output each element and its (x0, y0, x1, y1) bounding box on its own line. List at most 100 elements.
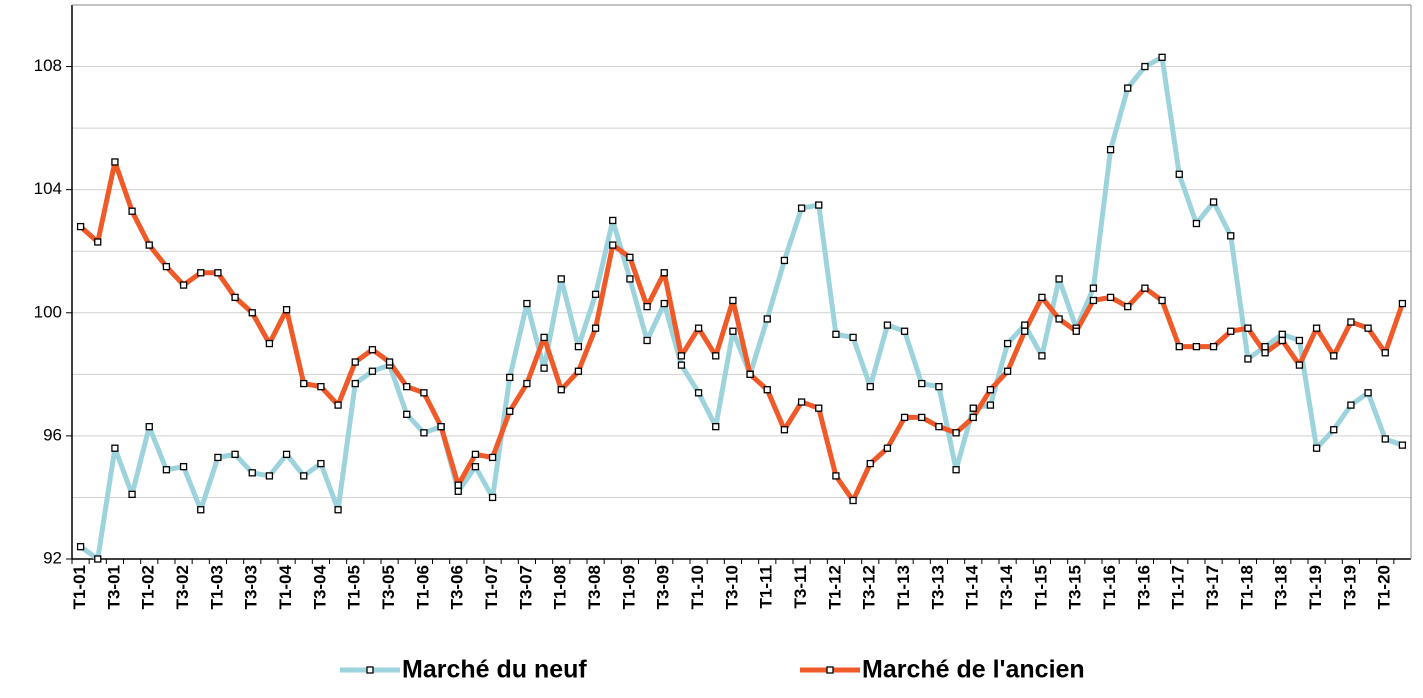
point-marker (557, 275, 565, 283)
point-marker (317, 459, 325, 468)
point-marker (1072, 327, 1080, 335)
x-tick-label: T1-14 (963, 564, 982, 609)
x-tick-label: T3-19 (1340, 565, 1359, 609)
point-marker (1261, 349, 1269, 357)
legend-label: Marché de l'ancien (862, 656, 1085, 684)
legend-marker (366, 666, 374, 674)
point-marker (420, 429, 428, 437)
point-marker (986, 386, 995, 394)
point-marker (1261, 342, 1269, 351)
point-marker (883, 444, 892, 452)
point-marker (523, 299, 531, 308)
point-marker (763, 386, 771, 394)
point-marker (815, 404, 823, 412)
point-marker (214, 453, 222, 462)
point-marker (403, 382, 411, 391)
point-marker (1021, 327, 1029, 335)
x-tick-label: T1-13 (894, 565, 913, 609)
point-marker (1209, 342, 1218, 351)
point-marker (265, 339, 274, 348)
point-marker (1089, 284, 1098, 292)
point-marker (1192, 342, 1201, 351)
point-marker (248, 309, 256, 317)
point-marker (883, 321, 892, 329)
point-marker (231, 293, 239, 302)
point-marker (591, 290, 600, 298)
point-marker (1124, 84, 1132, 92)
point-marker (471, 463, 480, 471)
point-marker (1055, 275, 1063, 283)
point-marker (1038, 352, 1046, 360)
point-marker (1278, 330, 1286, 338)
x-tick-label: T1-04 (276, 564, 295, 609)
point-marker (231, 450, 239, 459)
point-marker (986, 401, 995, 409)
point-marker (677, 352, 686, 360)
x-tick-label: T3-01 (104, 565, 123, 609)
x-tick-label: T1-19 (1306, 565, 1325, 609)
point-marker (454, 487, 462, 495)
point-marker (265, 472, 274, 480)
point-marker (609, 216, 617, 225)
point-marker (1175, 170, 1183, 178)
point-marker (1330, 426, 1338, 434)
x-tick-label: T3-10 (722, 565, 741, 609)
point-marker (1038, 293, 1046, 302)
point-marker (1364, 389, 1372, 397)
point-marker (1192, 219, 1201, 228)
point-marker (660, 299, 668, 308)
point-marker (1089, 296, 1098, 305)
point-marker (300, 472, 308, 480)
x-tick-label: T1-10 (688, 565, 707, 609)
point-marker (1003, 367, 1012, 375)
x-tick-label: T3-16 (1134, 565, 1153, 609)
x-tick-label: T1-06 (413, 565, 432, 609)
point-marker (506, 407, 514, 415)
point-marker (1312, 444, 1321, 452)
point-marker (677, 361, 686, 369)
point-marker (935, 423, 943, 431)
point-marker (1106, 146, 1115, 154)
point-marker (385, 358, 394, 366)
point-marker (694, 324, 703, 332)
point-marker (952, 466, 960, 474)
x-tick-label: T3-05 (379, 565, 398, 609)
point-marker (1381, 349, 1389, 357)
point-marker (712, 423, 720, 431)
point-marker (1364, 324, 1372, 332)
point-marker (780, 256, 789, 265)
point-marker (780, 426, 789, 434)
x-tick-label: T3-13 (928, 565, 947, 609)
x-tick-label: T3-04 (310, 564, 329, 609)
point-marker (1003, 339, 1012, 348)
point-marker (1244, 355, 1252, 363)
y-tick-label: 104 (34, 179, 62, 198)
x-tick-label: T1-03 (207, 565, 226, 609)
point-marker (797, 398, 806, 406)
point-marker (900, 327, 909, 335)
point-marker (1244, 324, 1252, 332)
point-marker (1227, 232, 1235, 240)
series-line (79, 54, 1404, 562)
x-tick-label: T3-02 (173, 565, 192, 609)
point-marker (900, 413, 909, 422)
point-marker (1227, 327, 1235, 335)
point-marker (849, 333, 857, 342)
point-marker (282, 450, 291, 459)
point-marker (643, 302, 651, 311)
x-tick-label: T3-07 (516, 565, 535, 609)
x-tick-label: T1-02 (139, 565, 158, 609)
point-marker (145, 241, 153, 249)
point-marker (128, 207, 136, 215)
point-marker (317, 382, 325, 391)
point-marker (729, 327, 737, 335)
point-marker (197, 506, 205, 514)
point-marker (1021, 321, 1029, 329)
point-marker (591, 324, 600, 332)
x-tick-label: T3-06 (448, 565, 467, 609)
point-marker (523, 379, 531, 388)
point-marker (162, 262, 171, 271)
x-tick-label: T3-09 (654, 565, 673, 609)
point-marker (76, 222, 85, 231)
